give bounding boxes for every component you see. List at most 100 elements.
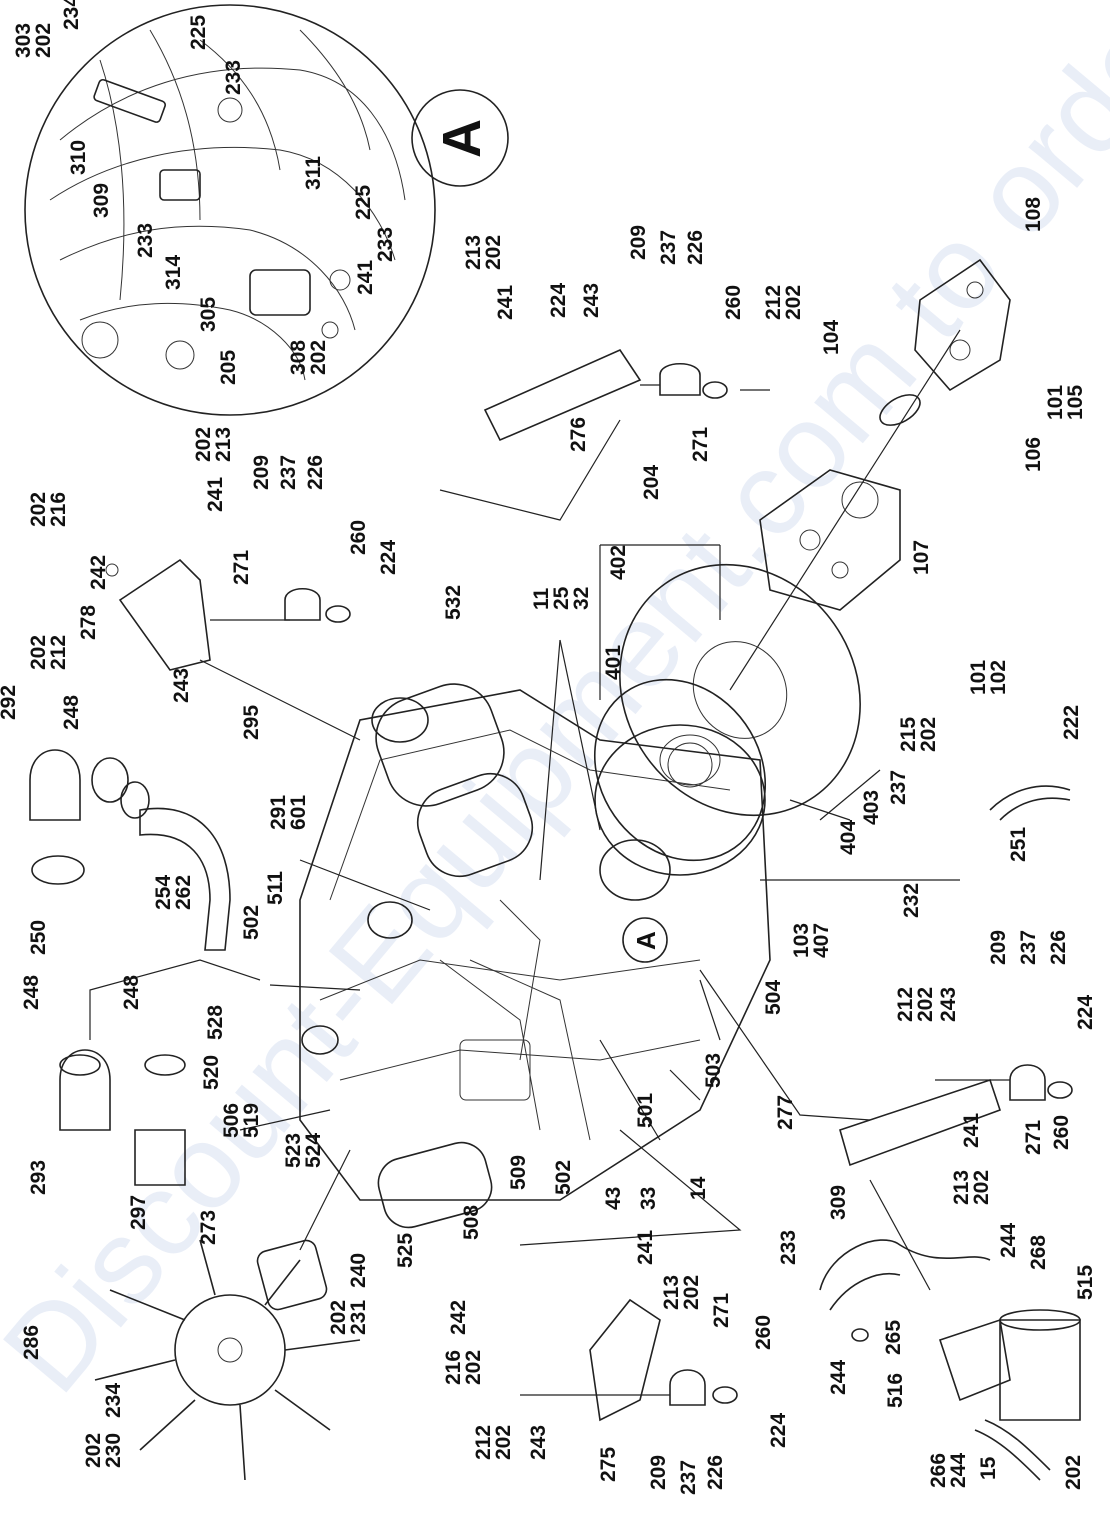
callout-c107: 224 xyxy=(1074,995,1097,1030)
callout-c62: 295 xyxy=(240,705,263,740)
callout-c3: 225 xyxy=(187,15,210,50)
callout-c115: 309 xyxy=(827,1185,850,1220)
callout-c76: 273 xyxy=(197,1210,220,1245)
callout-c72: 506519 xyxy=(220,1103,263,1138)
callout-c117: 244 xyxy=(997,1223,1020,1258)
callout-c37: 237 xyxy=(887,770,910,805)
callout-c21: 237 xyxy=(657,230,680,265)
callout-c34: 401 xyxy=(602,645,625,680)
callout-c5: 310 xyxy=(67,140,90,175)
callout-c33: 402 xyxy=(607,545,630,580)
callout-c19: 243 xyxy=(580,283,603,318)
callout-c69: 248 xyxy=(120,975,143,1010)
callout-c123: 266244 xyxy=(927,1453,970,1488)
callout-c63: 291601 xyxy=(267,795,310,830)
callout-c100: 209 xyxy=(647,1455,670,1490)
callout-c116: 233 xyxy=(777,1230,800,1265)
callout-c39: 404 xyxy=(837,820,860,855)
mount-bracket-277 xyxy=(699,969,1073,1167)
callout-c28: 108 xyxy=(1022,197,1045,232)
callout-c122: 516 xyxy=(884,1373,907,1408)
intake-hoses xyxy=(29,749,261,1186)
callout-c7: 311 xyxy=(302,156,325,190)
callout-c8: 225 xyxy=(352,185,375,220)
callout-c81: 43 xyxy=(602,1187,625,1210)
callout-c118: 268 xyxy=(1027,1235,1050,1270)
flywheel-plates xyxy=(593,563,861,862)
callout-c44: 504 xyxy=(762,980,785,1015)
callout-c57: 243 xyxy=(170,668,193,703)
callout-c6: 309 xyxy=(90,183,113,218)
callout-c41: 251 xyxy=(1007,827,1030,862)
callout-c91: 241 xyxy=(634,1230,657,1265)
callout-c120: 265 xyxy=(882,1320,905,1355)
callout-c112: 271 xyxy=(1022,1120,1045,1155)
callout-c47: 202213 xyxy=(192,427,235,462)
callout-c89: 234 xyxy=(102,1383,125,1418)
callout-c94: 216202 xyxy=(442,1350,485,1385)
cooling-fan xyxy=(94,1149,361,1481)
callout-c1: 303202 xyxy=(12,23,55,58)
mount-bracket-278 xyxy=(105,558,361,741)
callout-c43: 103407 xyxy=(790,923,833,958)
callout-c2: 234 xyxy=(60,0,83,30)
callout-c52: 271 xyxy=(230,550,253,585)
detail-label-a: A xyxy=(432,119,492,158)
callout-c56: 202212 xyxy=(27,635,70,670)
callout-c48: 241 xyxy=(204,477,227,512)
callout-c30: 106 xyxy=(1022,437,1045,472)
callout-c109: 243 xyxy=(937,987,960,1022)
callout-c105: 237 xyxy=(1017,930,1040,965)
callout-c38: 403 xyxy=(860,790,883,825)
callout-c24: 212202 xyxy=(762,285,805,320)
callout-c78: 508 xyxy=(460,1205,483,1240)
callout-c106: 226 xyxy=(1047,930,1070,965)
callout-c11: 314 xyxy=(162,255,185,290)
callout-c114: 213202 xyxy=(950,1170,993,1205)
callout-c99: 275 xyxy=(597,1447,620,1482)
callout-c77: 525 xyxy=(394,1233,417,1268)
callout-c80: 502 xyxy=(552,1160,575,1195)
callout-c54: 224 xyxy=(377,540,400,575)
callout-c20: 209 xyxy=(627,225,650,260)
callout-c93: 242 xyxy=(447,1300,470,1335)
callout-c83: 14 xyxy=(687,1176,710,1200)
callout-c61: 248 xyxy=(60,695,83,730)
callout-c97: 212202 xyxy=(472,1425,515,1460)
mount-bracket-276 xyxy=(439,348,770,521)
callout-c86: 240 xyxy=(347,1253,370,1288)
callout-c50: 237 xyxy=(277,455,300,490)
callout-c103: 224 xyxy=(767,1413,790,1448)
callout-c79: 509 xyxy=(507,1155,530,1190)
callout-c68: 248 xyxy=(20,975,43,1010)
callout-c96: 260 xyxy=(752,1315,775,1350)
callout-c27: 104 xyxy=(820,320,843,355)
callout-c59: 112532 xyxy=(530,586,593,610)
callout-c75: 297 xyxy=(127,1195,150,1230)
callout-c42: 232 xyxy=(900,883,923,918)
callout-c55: 278 xyxy=(77,605,100,640)
callout-c70: 528 xyxy=(204,1005,227,1040)
callout-c53: 260 xyxy=(347,520,370,555)
callout-c58: 532 xyxy=(442,585,465,620)
callout-c73: 523524 xyxy=(282,1133,325,1168)
mount-bracket-275 xyxy=(519,1129,742,1422)
callout-c101: 237 xyxy=(677,1460,700,1495)
callout-c85: 503 xyxy=(702,1053,725,1088)
detail-view-a: A xyxy=(24,4,509,416)
callout-c124: 15 xyxy=(977,1456,1000,1480)
callout-c110: 277 xyxy=(774,1095,797,1130)
hydraulic-pump xyxy=(729,258,1011,691)
callout-c10: 233 xyxy=(134,223,157,258)
callout-c18: 224 xyxy=(547,283,570,318)
callout-c111: 241 xyxy=(960,1113,983,1148)
callout-c87: 202231 xyxy=(327,1300,370,1335)
callout-c98: 243 xyxy=(527,1425,550,1460)
callout-c25: 276 xyxy=(567,417,590,452)
leader-lines xyxy=(239,544,881,1141)
callout-c65: 250 xyxy=(27,920,50,955)
engine-assembly: A xyxy=(299,683,771,1229)
callout-c9: 233 xyxy=(374,227,397,262)
